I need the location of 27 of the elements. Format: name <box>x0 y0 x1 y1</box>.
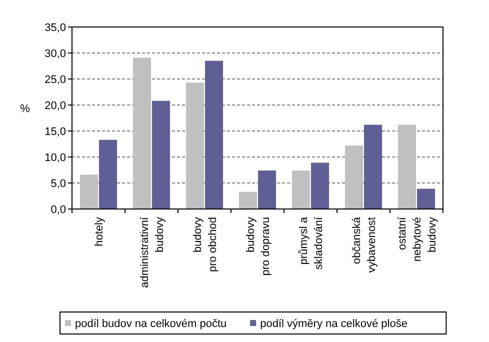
bar <box>152 100 170 209</box>
bar <box>258 170 276 209</box>
y-tick-label: 30,0 <box>44 48 66 60</box>
y-tick-label: 20,0 <box>44 100 66 112</box>
bar <box>417 188 436 209</box>
bar <box>292 170 310 209</box>
bar <box>238 192 257 209</box>
x-tick-label: administrativní budovy <box>138 216 166 288</box>
y-tick-label: 35,0 <box>44 22 66 34</box>
bar <box>398 124 416 209</box>
bar <box>80 174 98 209</box>
bar <box>311 162 330 209</box>
y-tick-label: 15,0 <box>44 126 66 138</box>
y-tick-label: 0,0 <box>50 204 66 216</box>
y-axis-title: % <box>20 102 30 115</box>
x-tick-label: hotely <box>93 216 106 246</box>
y-tick-label: 10,0 <box>44 152 66 164</box>
y-tick-label: 5,0 <box>50 178 66 190</box>
legend-label: podíl výměry na celkové ploše <box>260 318 408 330</box>
bar <box>186 82 204 209</box>
y-tick-label: 25,0 <box>44 74 66 86</box>
bar <box>205 60 224 209</box>
bar <box>132 58 151 209</box>
bar <box>99 140 118 209</box>
legend-label: podíl budov na celkovém počtu <box>75 318 227 330</box>
bar <box>364 124 382 209</box>
bar <box>344 146 363 209</box>
